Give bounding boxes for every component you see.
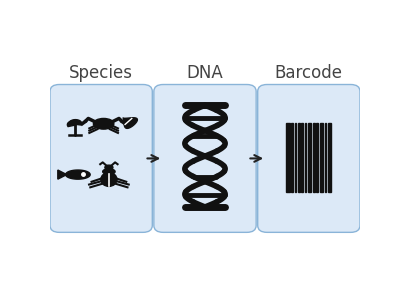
FancyBboxPatch shape <box>258 85 360 232</box>
Bar <box>291 123 293 192</box>
Polygon shape <box>58 170 67 179</box>
Polygon shape <box>66 170 90 179</box>
Text: Species: Species <box>69 64 133 82</box>
Ellipse shape <box>93 118 114 129</box>
Bar <box>298 123 300 192</box>
Bar <box>320 123 323 192</box>
Bar <box>286 123 290 192</box>
Bar <box>308 123 311 192</box>
Text: Barcode: Barcode <box>275 64 343 82</box>
Bar <box>325 123 326 192</box>
Bar <box>313 123 315 192</box>
Bar <box>301 123 303 192</box>
FancyBboxPatch shape <box>50 85 152 232</box>
Ellipse shape <box>105 165 113 170</box>
Ellipse shape <box>101 172 117 186</box>
Ellipse shape <box>103 169 115 174</box>
Bar <box>305 123 306 192</box>
Bar <box>328 123 331 192</box>
FancyBboxPatch shape <box>154 85 256 232</box>
Text: DNA: DNA <box>187 64 223 82</box>
Bar <box>316 123 318 192</box>
Polygon shape <box>70 120 82 125</box>
Polygon shape <box>123 118 137 128</box>
Polygon shape <box>67 121 80 127</box>
Bar <box>295 123 296 192</box>
